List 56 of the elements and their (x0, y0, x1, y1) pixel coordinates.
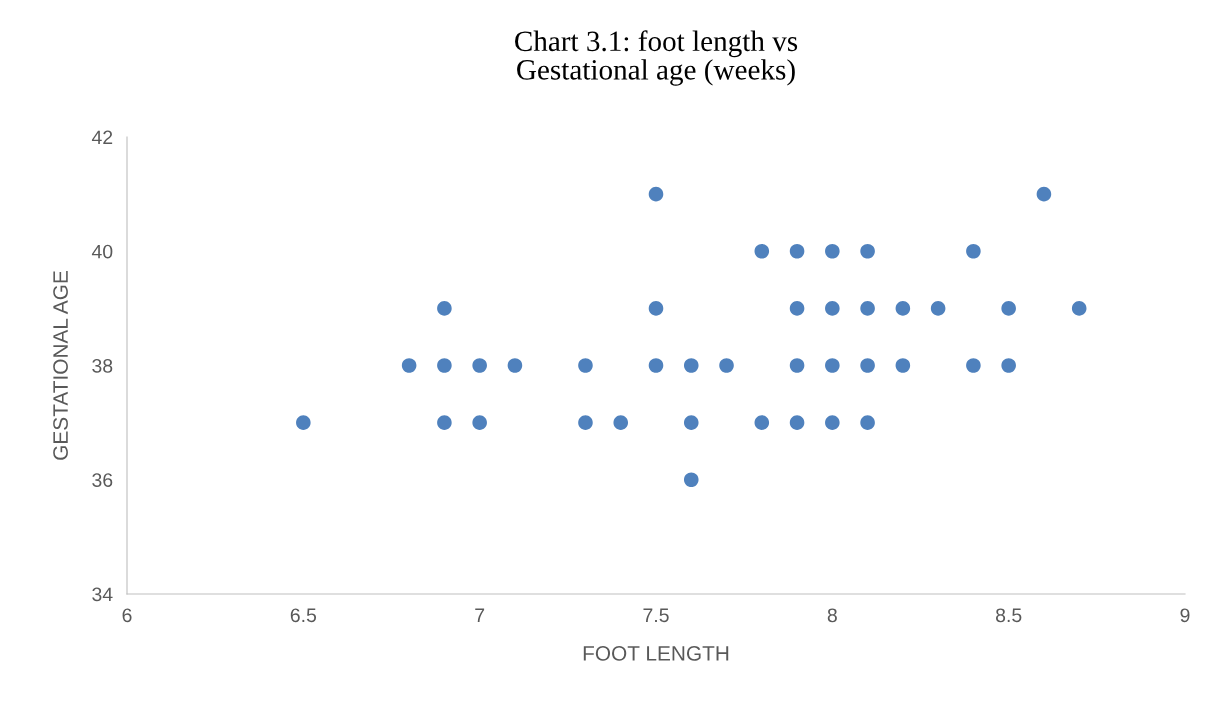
point (860, 301, 875, 316)
point (789, 301, 805, 316)
point (860, 358, 875, 373)
point (789, 243, 805, 259)
point (895, 301, 911, 316)
point (1071, 301, 1087, 316)
point (683, 358, 699, 373)
x-tick-label: 9 (1180, 608, 1190, 623)
point (789, 415, 805, 430)
x-tick-label: 8.5 (996, 608, 1022, 623)
point (578, 415, 593, 430)
point (754, 243, 770, 259)
point (437, 358, 452, 373)
point (401, 358, 417, 373)
point (860, 415, 875, 430)
x-tick-label: 6 (122, 608, 132, 623)
point (895, 358, 911, 373)
y-axis-title: GESTATIONAL AGE (53, 271, 68, 460)
point (825, 243, 840, 259)
point (825, 415, 840, 430)
point (966, 358, 981, 373)
point (507, 358, 523, 373)
point (296, 415, 311, 430)
y-tick-label: 34 (92, 587, 113, 602)
x-tick-label: 7 (475, 608, 485, 622)
x-tick-label: 7.5 (643, 608, 669, 623)
point (648, 186, 664, 202)
point (860, 243, 875, 259)
point (648, 301, 664, 316)
x-axis-title: FOOT LENGTH (583, 646, 729, 661)
point (613, 415, 629, 430)
point (719, 358, 734, 373)
y-tick-label: 38 (92, 358, 113, 373)
point (1001, 301, 1016, 316)
y-tick-label: 40 (91, 244, 113, 259)
point (683, 415, 699, 430)
point (683, 472, 699, 488)
point (1001, 358, 1016, 373)
point (825, 358, 840, 373)
point (437, 301, 452, 316)
point (930, 301, 946, 316)
point (578, 358, 593, 373)
point (1036, 186, 1052, 202)
y-tick-label: 36 (92, 473, 113, 487)
point (437, 415, 452, 430)
x-tick-label: 6.5 (290, 608, 317, 623)
point (648, 358, 664, 373)
point (825, 301, 840, 316)
y-tick-label: 42 (91, 130, 113, 145)
chart-title: Chart 3.1: foot length vs Gestational age (weeks) (515, 30, 798, 86)
point (472, 358, 487, 373)
point (789, 358, 805, 373)
x-tick-label: 8 (827, 608, 837, 623)
point (472, 415, 487, 430)
point (754, 415, 770, 430)
point (966, 243, 981, 259)
